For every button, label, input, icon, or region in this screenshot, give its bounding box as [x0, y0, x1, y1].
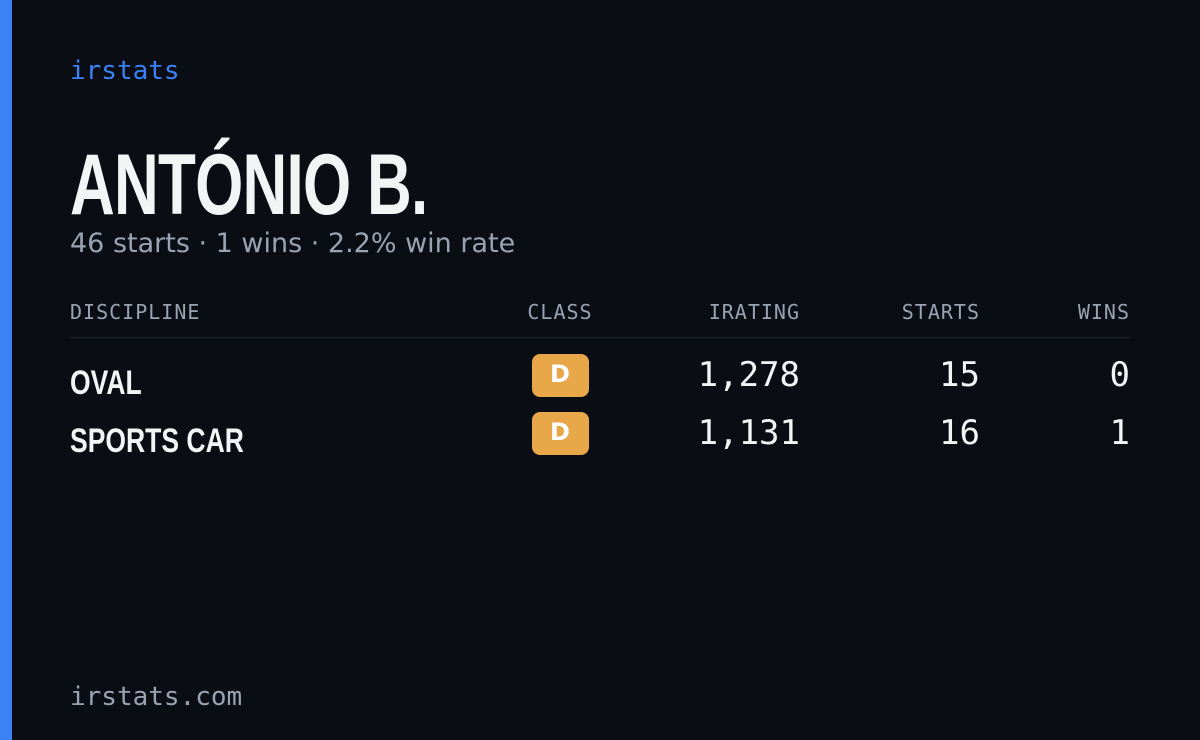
column-header: CLASS [527, 300, 593, 324]
accent-bar [0, 0, 12, 740]
divider [70, 337, 1130, 338]
column-header: IRATING [708, 300, 800, 324]
column-header: STARTS [901, 300, 980, 324]
summary: 46 starts · 1 wins · 2.2% win rate [70, 228, 516, 259]
brand: irstats [70, 56, 180, 86]
column-header: DISCIPLINE [70, 300, 201, 324]
irating-value: 1,278 [697, 355, 800, 395]
discipline-name: SPORTS CAR [70, 422, 244, 460]
class-badge: D [531, 412, 589, 455]
irating-value: 1,131 [697, 413, 800, 453]
footer-url: irstats.com [70, 682, 243, 712]
column-header: WINS [1077, 300, 1130, 324]
starts-value: 16 [939, 413, 980, 453]
discipline-name: OVAL [70, 364, 142, 402]
wins-value: 1 [1109, 413, 1130, 453]
starts-value: 15 [939, 355, 980, 395]
class-badge: D [531, 354, 589, 397]
driver-name: ANTÓNIO B. [70, 137, 428, 233]
wins-value: 0 [1109, 355, 1130, 395]
